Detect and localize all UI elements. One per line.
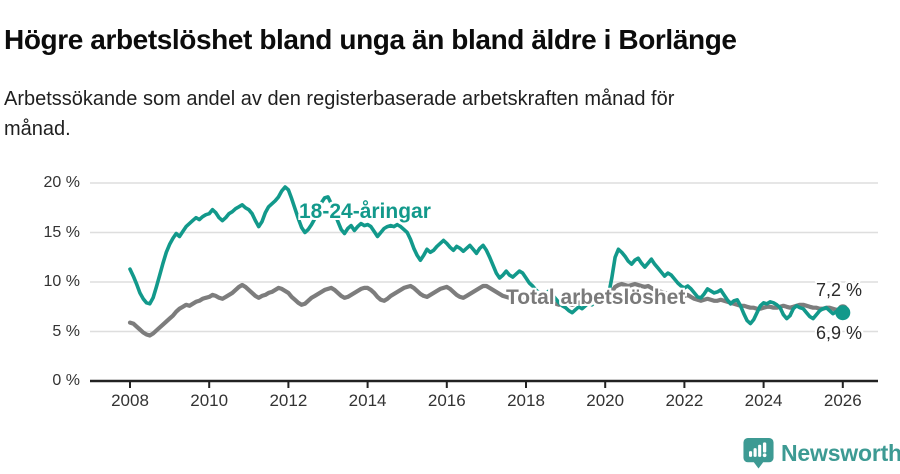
chart-subtitle: Arbetssökande som andel av den registerb…: [4, 84, 864, 144]
x-tick-label: 2016: [427, 391, 466, 410]
x-tick-label: 2026: [823, 391, 862, 410]
end-value-label-total: 7,2 %: [815, 280, 862, 300]
newsworthy-wordmark[interactable]: Newsworthy: [781, 440, 900, 466]
x-tick-label: 2018: [507, 391, 545, 410]
series-line-total: [127, 281, 845, 338]
series-label-total: Total arbetslöshet: [506, 286, 686, 309]
end-value-label-youth: 6,9 %: [815, 323, 862, 343]
x-tick-label: 2024: [744, 391, 783, 410]
x-tick-label: 2014: [348, 391, 387, 410]
y-tick-label: 20 %: [43, 174, 80, 191]
chart-subtitle-line1: Arbetssökande som andel av den registerb…: [4, 88, 675, 110]
y-tick-label: 0 %: [52, 372, 80, 389]
x-tick-label: 2020: [586, 391, 625, 410]
x-tick-label: 2012: [269, 391, 308, 410]
end-dot-youth: [835, 305, 851, 321]
chart-subtitle-line2: månad.: [4, 118, 71, 140]
series-label-youth: 18-24-åringar: [299, 200, 431, 223]
y-tick-label: 10 %: [43, 273, 80, 290]
x-tick-label: 2008: [111, 391, 149, 410]
x-tick-label: 2022: [665, 391, 704, 410]
series-line-youth: [128, 185, 845, 326]
chart-title: Högre arbetslöshet bland unga än bland ä…: [4, 23, 737, 55]
y-tick-label: 15 %: [43, 223, 80, 241]
newsworthy-bubble-chart-icon: [742, 437, 775, 470]
newsworthy-logo[interactable]: Newsworthy: [742, 437, 900, 470]
y-tick-label: 5 %: [52, 322, 80, 340]
x-tick-label: 2010: [190, 391, 229, 410]
